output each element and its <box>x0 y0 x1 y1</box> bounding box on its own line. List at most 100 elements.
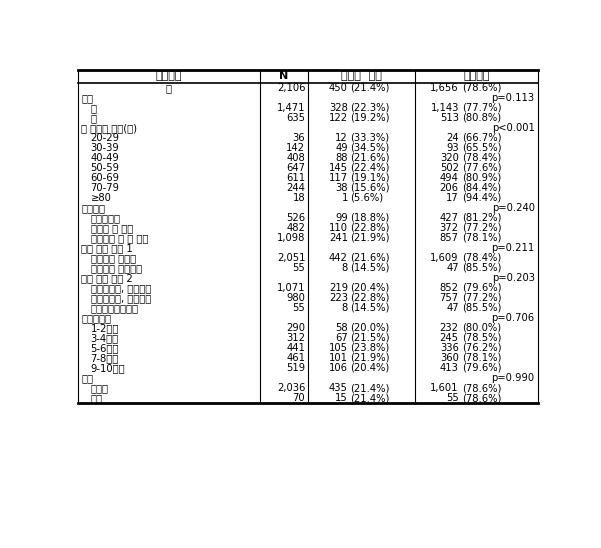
Text: (34.5%): (34.5%) <box>350 143 389 153</box>
Text: 2,051: 2,051 <box>277 253 305 263</box>
Text: 980: 980 <box>287 293 305 303</box>
Text: 남: 남 <box>91 102 97 113</box>
Text: 647: 647 <box>286 163 305 173</box>
Text: (77.2%): (77.2%) <box>462 223 501 233</box>
Text: 513: 513 <box>440 113 459 123</box>
Text: 206: 206 <box>440 183 459 193</box>
Text: 320: 320 <box>440 153 459 163</box>
Text: 47: 47 <box>446 263 459 273</box>
Text: 3-4분위: 3-4분위 <box>91 333 119 343</box>
Text: (78.4%): (78.4%) <box>462 253 501 263</box>
Text: 의료 보장 유형 1: 의료 보장 유형 1 <box>81 243 133 253</box>
Text: 성별: 성별 <box>81 93 93 102</box>
Text: (21.6%): (21.6%) <box>350 253 390 263</box>
Text: 67: 67 <box>335 333 348 343</box>
Text: (80.8%): (80.8%) <box>462 113 501 123</box>
Text: 18: 18 <box>293 193 305 203</box>
Text: 857: 857 <box>440 233 459 243</box>
Text: (65.5%): (65.5%) <box>462 143 501 153</box>
Text: (22.8%): (22.8%) <box>350 293 389 303</box>
Text: (78.6%): (78.6%) <box>462 383 501 393</box>
Text: 1,098: 1,098 <box>277 233 305 243</box>
Text: (20.4%): (20.4%) <box>350 363 389 373</box>
Text: 450: 450 <box>329 83 348 93</box>
Text: (22.4%): (22.4%) <box>350 163 389 173</box>
Text: (21.9%): (21.9%) <box>350 233 390 243</box>
Text: 독립변수: 독립변수 <box>156 71 182 81</box>
Text: 312: 312 <box>286 333 305 343</box>
Text: (85.5%): (85.5%) <box>462 263 501 273</box>
Text: 372: 372 <box>440 223 459 233</box>
Text: 8: 8 <box>342 303 348 313</box>
Text: 광역시 및 세종: 광역시 및 세종 <box>91 223 133 233</box>
Text: 58: 58 <box>335 323 348 333</box>
Text: 70-79: 70-79 <box>91 183 120 193</box>
Text: (80.0%): (80.0%) <box>462 323 501 333</box>
Text: 36: 36 <box>293 133 305 143</box>
Text: 55: 55 <box>293 263 305 273</box>
Text: (78.4%): (78.4%) <box>462 153 501 163</box>
Text: 232: 232 <box>440 323 459 333</box>
Text: 20-29: 20-29 <box>91 133 120 143</box>
Text: 7-8분위: 7-8분위 <box>91 353 119 363</box>
Text: p<0.001: p<0.001 <box>492 123 535 133</box>
Text: 519: 519 <box>286 363 305 373</box>
Text: 360: 360 <box>440 353 459 363</box>
Text: (79.6%): (79.6%) <box>462 363 501 373</box>
Text: 1,143: 1,143 <box>430 102 459 113</box>
Text: 49: 49 <box>335 143 348 153</box>
Text: 219: 219 <box>329 283 348 293</box>
Text: (20.4%): (20.4%) <box>350 283 389 293</box>
Text: 241: 241 <box>329 233 348 243</box>
Text: 50-59: 50-59 <box>91 163 120 173</box>
Text: (21.6%): (21.6%) <box>350 153 390 163</box>
Text: 55: 55 <box>446 393 459 403</box>
Text: (78.1%): (78.1%) <box>462 233 501 243</box>
Text: (22.3%): (22.3%) <box>350 102 389 113</box>
Text: 442: 442 <box>329 253 348 263</box>
Text: 9-10분위: 9-10분위 <box>91 363 125 373</box>
Text: 1,071: 1,071 <box>277 283 305 293</box>
Text: 비장애: 비장애 <box>91 383 109 393</box>
Text: (21.4%): (21.4%) <box>350 83 389 93</box>
Text: 장애: 장애 <box>81 373 93 383</box>
Text: 502: 502 <box>440 163 459 173</box>
Text: 17: 17 <box>446 193 459 203</box>
Text: 336: 336 <box>440 343 459 353</box>
Text: 427: 427 <box>440 213 459 223</box>
Text: (94.4%): (94.4%) <box>462 193 501 203</box>
Text: (14.5%): (14.5%) <box>350 303 389 313</box>
Text: 60-69: 60-69 <box>91 173 120 183</box>
Text: 계: 계 <box>166 83 172 93</box>
Text: 611: 611 <box>286 173 305 183</box>
Text: 1,609: 1,609 <box>430 253 459 263</box>
Text: 2,106: 2,106 <box>277 83 305 93</box>
Text: (78.1%): (78.1%) <box>462 353 501 363</box>
Text: 장애: 장애 <box>91 393 103 403</box>
Text: p=0.240: p=0.240 <box>492 203 535 213</box>
Text: (15.6%): (15.6%) <box>350 183 390 193</box>
Text: (23.8%): (23.8%) <box>350 343 389 353</box>
Text: (21.5%): (21.5%) <box>350 333 390 343</box>
Text: 105: 105 <box>329 343 348 353</box>
Text: 지역가입자, 건강보험: 지역가입자, 건강보험 <box>91 283 151 293</box>
Text: (78.6%): (78.6%) <box>462 83 501 93</box>
Text: (77.7%): (77.7%) <box>462 102 501 113</box>
Text: 1-2분위: 1-2분위 <box>91 323 119 333</box>
Text: (21.4%): (21.4%) <box>350 383 389 393</box>
Text: (20.0%): (20.0%) <box>350 323 389 333</box>
Text: 행정구역 도 및 제주: 행정구역 도 및 제주 <box>91 233 148 243</box>
Text: (22.8%): (22.8%) <box>350 223 389 233</box>
Text: 12: 12 <box>335 133 348 143</box>
Text: 852: 852 <box>440 283 459 293</box>
Text: (79.6%): (79.6%) <box>462 283 501 293</box>
Text: (76.2%): (76.2%) <box>462 343 501 353</box>
Text: 145: 145 <box>329 163 348 173</box>
Text: 8: 8 <box>342 263 348 273</box>
Text: 거주지역: 거주지역 <box>81 203 105 213</box>
Text: 290: 290 <box>286 323 305 333</box>
Text: 55: 55 <box>293 303 305 313</box>
Text: (81.2%): (81.2%) <box>462 213 501 223</box>
Text: 757: 757 <box>439 293 459 303</box>
Text: 치료지속: 치료지속 <box>463 71 490 81</box>
